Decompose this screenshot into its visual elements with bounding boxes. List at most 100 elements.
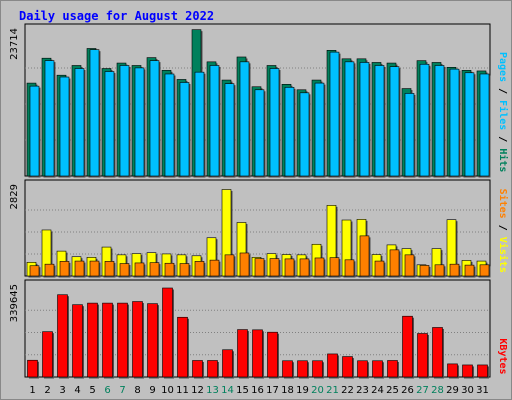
bar-files-day-11 xyxy=(179,82,191,178)
x-tick-day-26: 26 xyxy=(401,385,414,396)
bar-kbytes-day-2 xyxy=(42,331,54,379)
bar-files-day-21 xyxy=(329,51,341,178)
bar-sites-day-12 xyxy=(194,261,206,278)
bar-kbytes-day-30-body xyxy=(462,364,473,378)
legend-kbytes: KBytes xyxy=(497,338,508,374)
bar-sites-day-22 xyxy=(344,259,356,278)
bar-kbytes-day-5 xyxy=(87,302,99,379)
bar-files-day-11-body xyxy=(179,82,190,177)
bar-sites-day-31-body xyxy=(479,264,490,277)
bar-files-day-10 xyxy=(164,73,176,178)
x-tick-day-30: 30 xyxy=(461,385,474,396)
bar-sites-day-9-body xyxy=(149,262,160,277)
x-tick-day-6: 6 xyxy=(104,385,110,396)
bar-files-day-7-body xyxy=(119,65,130,177)
bar-files-day-3 xyxy=(59,76,71,178)
bar-kbytes-day-25 xyxy=(387,360,399,379)
bar-sites-day-4 xyxy=(74,260,86,278)
bar-kbytes-day-12 xyxy=(192,360,204,379)
x-tick-day-7: 7 xyxy=(119,385,125,396)
bar-kbytes-day-14 xyxy=(222,349,234,379)
bar-kbytes-day-11 xyxy=(177,316,189,379)
x-tick-day-1: 1 xyxy=(29,385,35,396)
bar-files-day-19 xyxy=(299,92,311,178)
bar-kbytes-day-10-body xyxy=(162,287,173,378)
bar-sites-day-6 xyxy=(104,261,116,278)
bar-kbytes-day-16 xyxy=(252,329,264,379)
bar-sites-day-14-body xyxy=(224,254,235,277)
bar-sites-day-10 xyxy=(164,262,176,278)
bar-sites-day-17-body xyxy=(269,258,280,277)
bar-kbytes-day-28-body xyxy=(432,327,443,378)
bar-kbytes-day-12-body xyxy=(192,360,203,378)
bar-files-day-16 xyxy=(254,89,266,178)
bar-files-day-5-body xyxy=(89,49,100,177)
bar-kbytes-day-15-body xyxy=(237,329,248,378)
x-tick-day-9: 9 xyxy=(149,385,155,396)
bar-sites-day-30 xyxy=(464,264,476,278)
x-tick-day-13: 13 xyxy=(206,385,219,396)
bar-kbytes-day-9-body xyxy=(147,303,158,378)
bar-sites-day-31 xyxy=(479,264,491,278)
x-tick-day-23: 23 xyxy=(356,385,369,396)
chart-title: Daily usage for August 2022 xyxy=(19,9,215,23)
bar-sites-day-24-body xyxy=(374,260,385,277)
x-tick-day-20: 20 xyxy=(311,385,324,396)
bar-files-day-17 xyxy=(269,68,281,178)
bar-sites-day-12-body xyxy=(194,261,205,277)
bar-files-day-10-body xyxy=(164,73,175,177)
bar-files-day-6-body xyxy=(104,71,115,177)
bar-files-day-23 xyxy=(359,62,371,178)
bar-sites-day-20-body xyxy=(314,257,325,277)
bar-sites-day-27-body xyxy=(419,265,430,277)
bar-kbytes-day-18 xyxy=(282,360,294,379)
bar-sites-day-5 xyxy=(89,260,101,278)
bar-sites-day-16 xyxy=(254,258,266,278)
bar-files-day-27-body xyxy=(419,63,430,177)
bar-sites-day-26-body xyxy=(404,254,415,277)
bar-kbytes-day-6-body xyxy=(102,302,113,378)
bar-sites-day-15 xyxy=(239,252,251,278)
x-tick-day-15: 15 xyxy=(236,385,249,396)
bar-files-day-13 xyxy=(209,65,221,178)
bar-sites-day-11 xyxy=(179,263,191,278)
bar-files-day-7 xyxy=(119,65,131,178)
max-label-sites-visits: 2829 xyxy=(9,184,20,209)
bar-kbytes-day-31-body xyxy=(477,364,488,378)
bar-kbytes-day-8-body xyxy=(132,301,143,378)
bar-sites-day-10-body xyxy=(164,262,175,277)
bar-files-day-1-body xyxy=(29,85,40,177)
bar-files-day-2 xyxy=(44,60,56,178)
bar-sites-day-25 xyxy=(389,249,401,278)
bar-kbytes-day-27 xyxy=(417,333,429,379)
bar-kbytes-day-29-body xyxy=(447,363,458,378)
bar-files-day-21-body xyxy=(329,51,340,177)
bar-sites-day-2 xyxy=(44,263,56,278)
bar-files-day-18 xyxy=(284,87,296,178)
bar-sites-day-17 xyxy=(269,258,281,278)
legend-item-sites-visits-2: Visits xyxy=(497,237,509,273)
bar-kbytes-day-13-body xyxy=(207,360,218,378)
bar-files-day-30 xyxy=(464,72,476,178)
bar-kbytes-day-22 xyxy=(342,356,354,379)
bar-kbytes-day-1 xyxy=(27,359,39,379)
bar-kbytes-day-13 xyxy=(207,360,219,379)
bar-sites-day-13 xyxy=(209,259,221,278)
x-tick-day-10: 10 xyxy=(161,385,174,396)
bar-kbytes-day-9 xyxy=(147,303,159,379)
legend-item-pages-files-hits-1: / xyxy=(497,82,508,100)
x-tick-day-18: 18 xyxy=(281,385,294,396)
bar-files-day-4-body xyxy=(74,68,85,177)
bar-files-day-26-body xyxy=(404,93,415,177)
bar-files-day-18-body xyxy=(284,87,295,177)
bar-files-day-14 xyxy=(224,83,236,178)
bar-kbytes-day-24-body xyxy=(372,360,383,378)
bar-sites-day-8 xyxy=(134,262,146,278)
bar-files-day-15-body xyxy=(239,61,250,177)
bar-files-day-3-body xyxy=(59,76,70,177)
bar-sites-day-6-body xyxy=(104,261,115,277)
bar-sites-day-23 xyxy=(359,235,371,278)
bar-kbytes-day-20-body xyxy=(312,360,323,378)
x-tick-day-22: 22 xyxy=(341,385,354,396)
bar-kbytes-day-16-body xyxy=(252,329,263,378)
